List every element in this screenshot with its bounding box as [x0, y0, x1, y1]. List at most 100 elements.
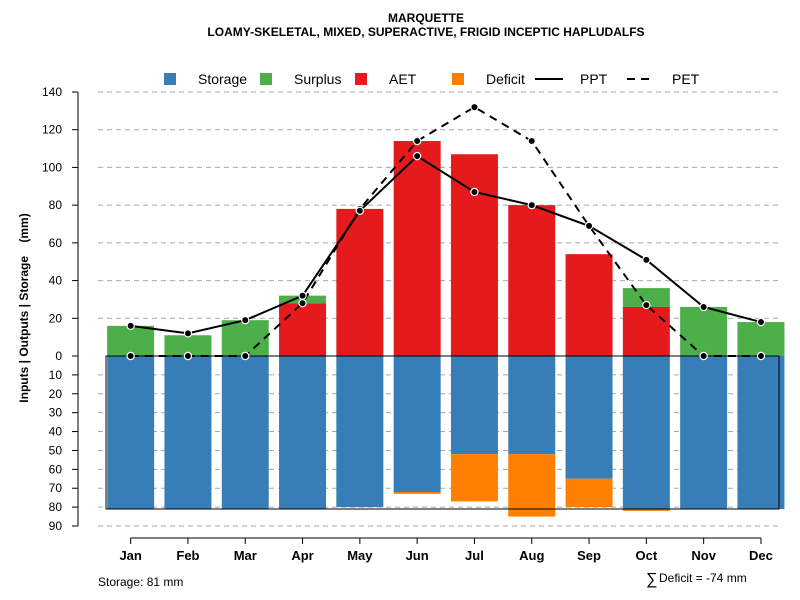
y-tick-label: 90: [49, 519, 63, 533]
legend-swatch-surplus: [260, 73, 272, 85]
legend-label-ppt: PPT: [580, 71, 608, 87]
bar-aet: [508, 205, 556, 356]
legend-label-pet: PET: [672, 71, 700, 87]
ppt-line-point: [699, 302, 708, 312]
pet-line: [130, 105, 761, 357]
y-tick-label: 10: [49, 368, 63, 382]
ppt-line: [130, 154, 762, 335]
x-tick-label: May: [347, 548, 373, 563]
chart-subtitle: LOAMY-SKELETAL, MIXED, SUPERACTIVE, FRIG…: [207, 25, 644, 39]
pet-line-point: [412, 136, 422, 146]
legend-label-aet: AET: [389, 71, 417, 87]
legend-swatch-aet: [355, 73, 367, 85]
x-tick-label: Aug: [519, 548, 544, 563]
ppt-line-point: [355, 206, 365, 215]
y-tick-label: 80: [49, 198, 63, 212]
pet-line-point: [126, 351, 135, 361]
bar-aet: [622, 306, 670, 356]
bar-deficit: [622, 509, 670, 511]
y-tick-label: 70: [49, 481, 63, 495]
ppt-line-point: [470, 187, 479, 197]
series-lines: [126, 102, 766, 361]
bar-storage: [737, 356, 785, 509]
x-tick-label: Nov: [691, 548, 716, 563]
pet-line-point: [527, 136, 536, 146]
deficit-symbol: ∑: [646, 571, 657, 588]
bar-storage: [565, 356, 613, 479]
bar-storage: [622, 356, 670, 509]
bar-storage: [680, 356, 728, 509]
bar-aet: [565, 254, 613, 356]
bar-deficit: [508, 454, 556, 517]
pet-line-point: [756, 351, 766, 361]
y-tick-label: 60: [49, 236, 63, 250]
y-tick-label: 80: [49, 500, 63, 514]
ppt-line-point: [298, 291, 307, 300]
x-tick-label: Feb: [176, 548, 199, 563]
y-tick-label: 30: [49, 406, 63, 420]
ppt-line-point: [412, 151, 422, 161]
pet-line-point: [183, 351, 193, 361]
bar-storage: [450, 356, 498, 455]
y-tick-label: 140: [42, 85, 62, 99]
bar-storage: [221, 356, 269, 509]
ppt-line-point: [183, 329, 193, 338]
chart-legend: Storage Surplus AET Deficit PPT PET: [164, 71, 700, 87]
y-tick-label: 60: [49, 462, 63, 476]
chart-title: MARQUETTE: [388, 11, 464, 25]
x-tick-label: Jun: [406, 548, 429, 563]
x-tick-label: Dec: [749, 548, 773, 563]
x-tick-label: Oct: [636, 548, 658, 563]
y-tick-label: 0: [55, 349, 62, 363]
bar-surplus: [107, 325, 155, 356]
bar-storage: [107, 356, 155, 509]
ppt-line-point: [642, 255, 651, 265]
bar-storage: [164, 356, 212, 509]
axes: 0 20 40 60 80 100 120 140 10 20 30 40 50 60 70 80 90 Jan F…: [42, 85, 773, 563]
x-tick-label: Jul: [465, 548, 484, 563]
bar-storage: [393, 356, 441, 492]
y-tick-label: 20: [49, 311, 63, 325]
bar-storage: [336, 356, 384, 508]
legend-label-surplus: Surplus: [294, 71, 341, 87]
deficit-note: Deficit = -74 mm: [659, 571, 747, 585]
ppt-line-point: [756, 317, 766, 327]
pet-line-point: [699, 351, 708, 361]
ppt-line-point: [584, 221, 594, 231]
bar-aet: [450, 154, 498, 356]
x-tick-label: Apr: [291, 548, 313, 563]
bar-surplus: [221, 320, 269, 356]
y-tick-label: 20: [49, 387, 63, 401]
y-tick-label: 50: [49, 443, 63, 457]
bar-aet: [336, 208, 384, 356]
bar-deficit: [450, 454, 498, 502]
pet-line-point: [241, 351, 250, 361]
x-tick-label: Jan: [119, 548, 141, 563]
legend-swatch-deficit: [452, 73, 464, 85]
y-tick-label: 120: [42, 123, 62, 137]
bars: [105, 141, 785, 517]
y-axis-label: Inputs | Outputs | Storage (mm): [17, 213, 31, 402]
legend-swatch-storage: [164, 73, 176, 85]
ppt-line-point: [241, 315, 250, 325]
y-tick-label: 100: [42, 160, 62, 174]
bar-storage: [279, 356, 327, 509]
bar-surplus: [164, 335, 212, 356]
y-tick-label: 40: [49, 274, 63, 288]
pet-line-point: [470, 102, 479, 112]
legend-label-deficit: Deficit: [486, 71, 525, 87]
y-tick-label: 40: [49, 425, 63, 439]
bar-storage: [508, 356, 556, 455]
ppt-line-point: [126, 321, 135, 331]
pet-line-point: [642, 300, 651, 310]
pet-line-point: [298, 299, 307, 308]
bar-aet: [279, 303, 327, 356]
bar-surplus: [622, 288, 670, 307]
bar-deficit: [393, 492, 441, 494]
legend-label-storage: Storage: [198, 71, 247, 87]
storage-capacity-outline: [105, 355, 780, 510]
bar-deficit: [565, 478, 613, 508]
x-tick-label: Sep: [577, 548, 601, 563]
bar-aet: [393, 141, 441, 356]
bar-surplus: [737, 322, 785, 356]
